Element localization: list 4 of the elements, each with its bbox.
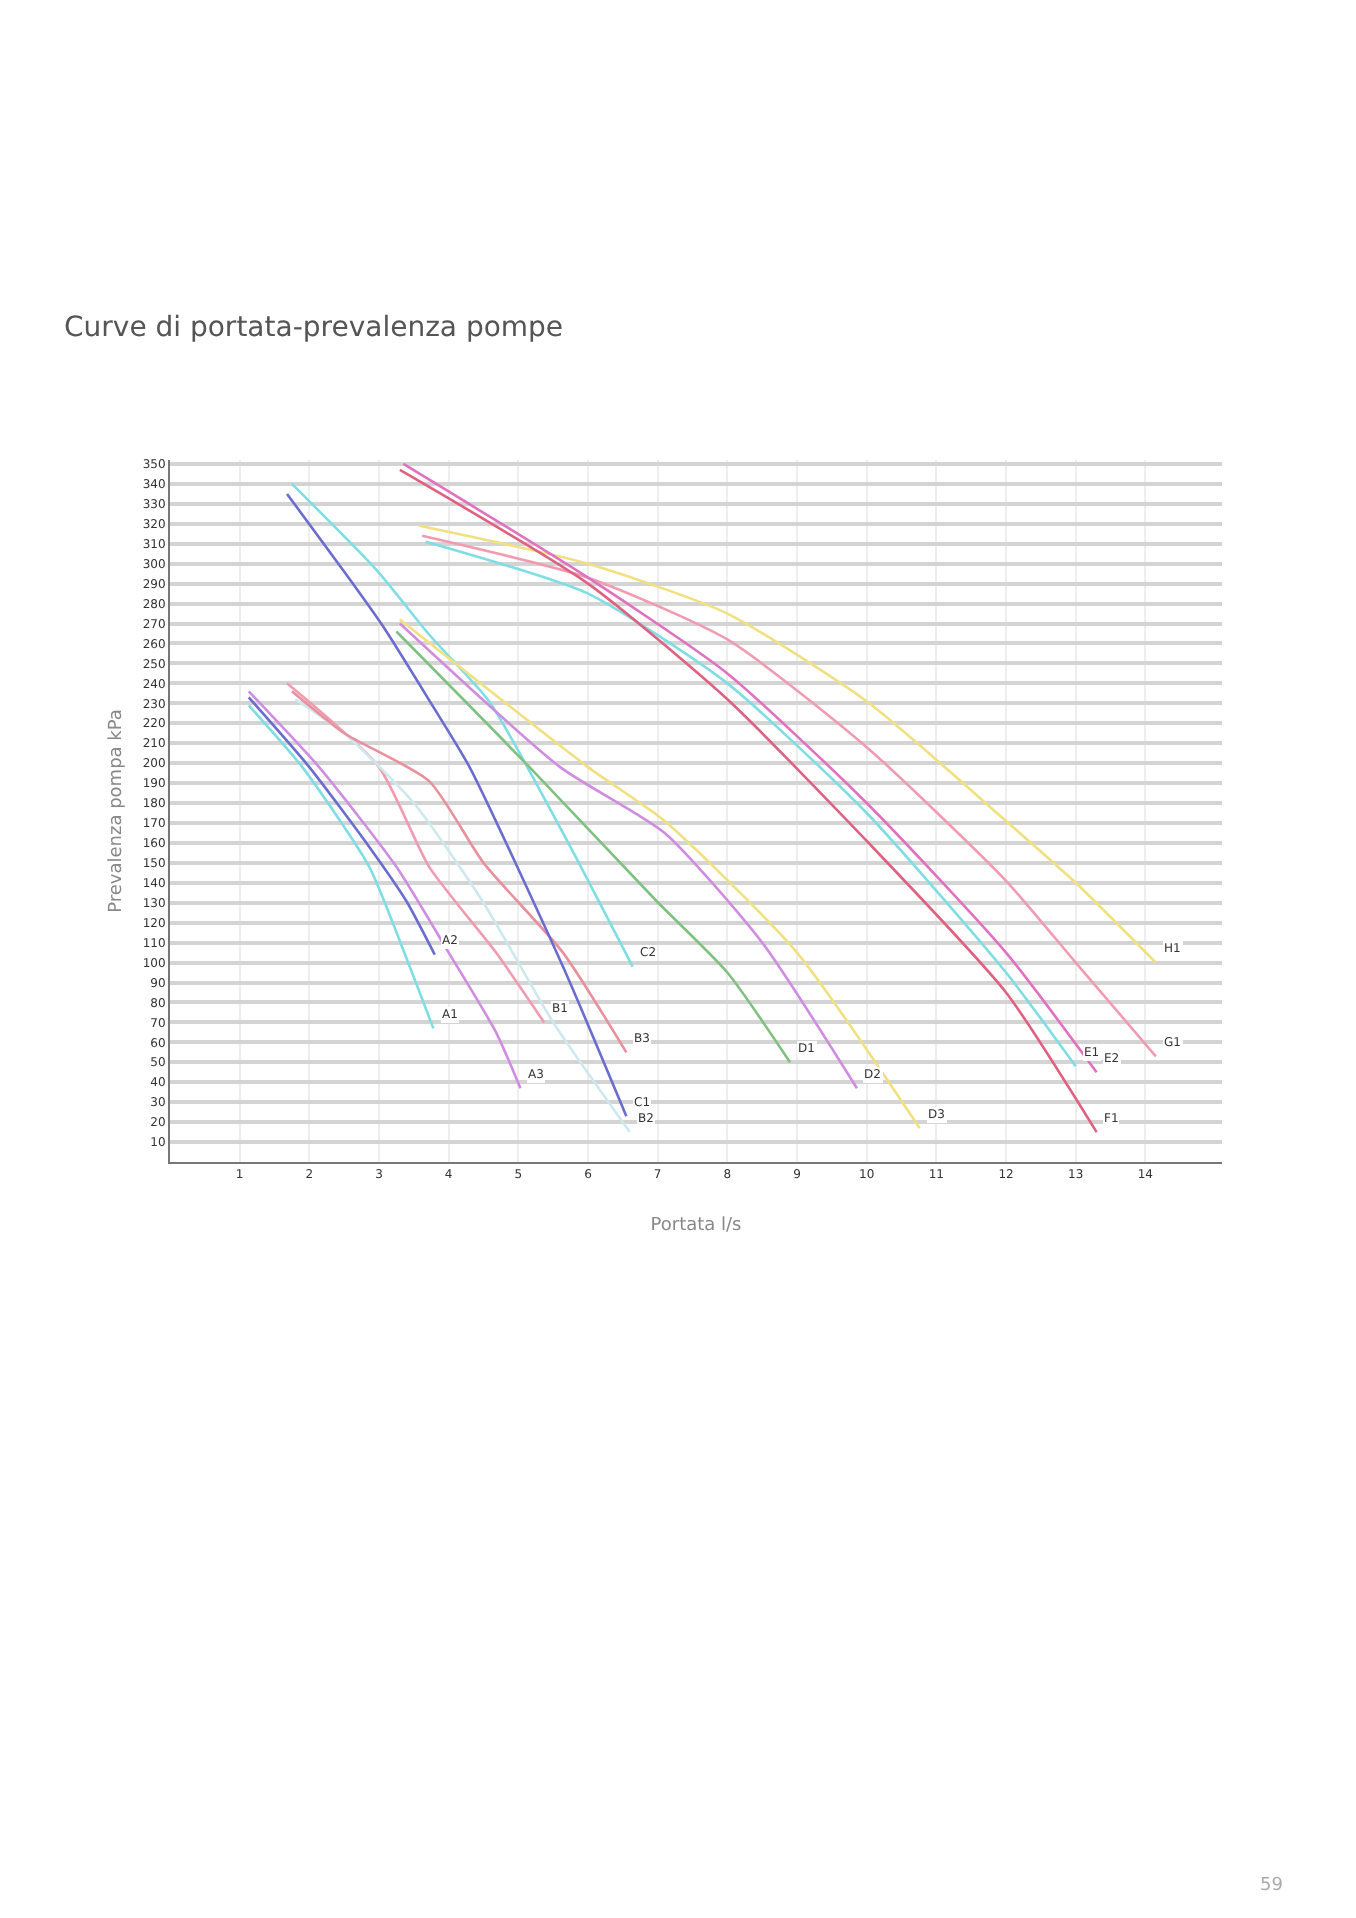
text: 59 — [1260, 1876, 1284, 1896]
chart-title: Curve di portata-prevalenza pompe — [64, 311, 564, 344]
x-axis-title: Portata l/s — [650, 1216, 743, 1236]
y-axis-title: Prevalenza pompa kPa — [107, 709, 128, 913]
